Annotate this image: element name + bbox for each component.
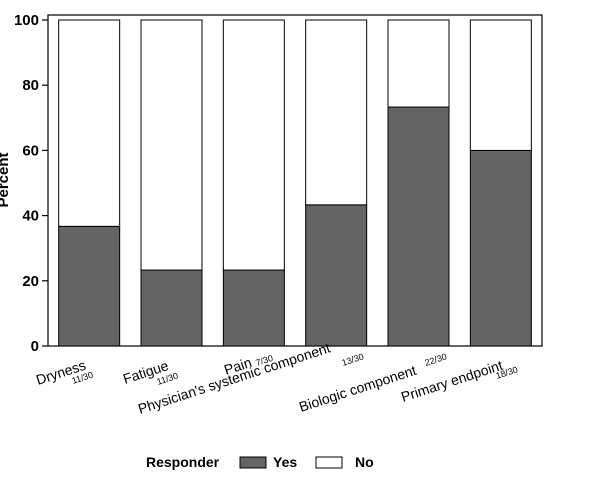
y-tick-label: 80 [22,77,39,94]
legend-title: Responder [146,454,220,470]
bar-segment-yes [305,204,368,347]
legend: Responder Yes No [146,454,374,470]
y-tick-label: 60 [22,142,39,159]
y-tick-label: 20 [22,273,39,290]
bar-segment-yes [58,225,121,347]
bar-segment-no [469,19,532,151]
bar-segment-no [58,19,121,227]
bar-segment-yes [140,269,203,347]
legend-label-no: No [355,454,374,470]
category-name: Primary endpoint [399,357,505,405]
legend-label-yes: Yes [273,454,297,470]
y-tick-label: 0 [31,338,39,355]
bar-segment-no [387,19,450,108]
bars [58,19,532,347]
y-tick-label: 100 [14,12,39,29]
y-axis: 0 20 40 60 80 100 [14,12,48,355]
bar-segment-yes [469,149,532,347]
y-axis-label: Percent [0,152,12,207]
legend-swatch-yes [239,456,267,469]
bar-segment-no [140,19,203,271]
plot-frame [47,14,543,347]
bar-segment-yes [387,106,450,347]
y-tick-label: 40 [22,208,39,225]
bar-segment-no [305,19,368,206]
category-fraction: 13/30 [341,351,366,367]
category-fraction: 22/30 [424,351,449,367]
bar-segment-yes [222,269,285,347]
bar-segment-no [222,19,285,271]
legend-swatch-no [315,456,343,469]
